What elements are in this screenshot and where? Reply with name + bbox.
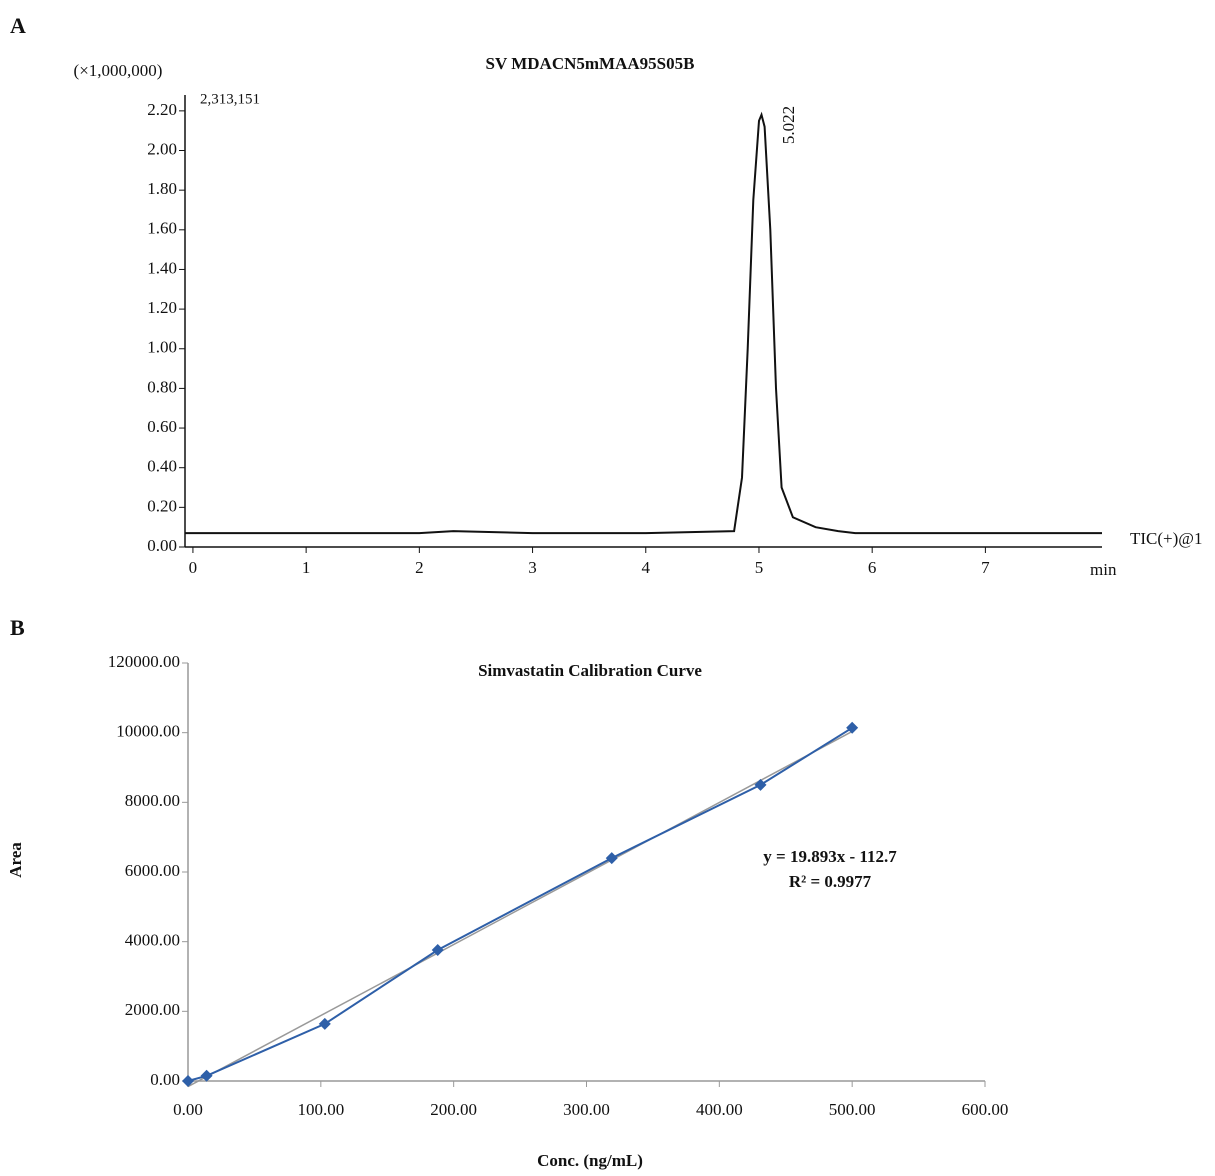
y-tick-label: 0.40 bbox=[147, 457, 177, 476]
y-tick-label: 2.20 bbox=[147, 100, 177, 119]
trace bbox=[185, 111, 1102, 535]
y-tick-label: 0.80 bbox=[147, 377, 177, 396]
x-tick-label: 400.00 bbox=[696, 1100, 743, 1119]
x-tick-label: 600.00 bbox=[962, 1100, 1009, 1119]
x-tick-label: 1 bbox=[302, 558, 311, 577]
y-tick-label: 1.80 bbox=[147, 179, 177, 198]
x-tick-label: 0.00 bbox=[173, 1100, 203, 1119]
chart-title: SV MDACN5mMAA95S05B bbox=[486, 54, 695, 73]
trace-label: TIC(+)@1 bbox=[1130, 529, 1202, 548]
y-tick-label: 2000.00 bbox=[125, 1000, 180, 1019]
x-tick-label: 300.00 bbox=[563, 1100, 610, 1119]
x-tick-label: 5 bbox=[755, 558, 764, 577]
point bbox=[754, 778, 767, 791]
r-squared: R² = 0.9977 bbox=[789, 872, 872, 891]
x-axis-label: min bbox=[1090, 560, 1117, 579]
y-tick-label: 0.60 bbox=[147, 417, 177, 436]
x-tick-label: 7 bbox=[981, 558, 990, 577]
point bbox=[846, 721, 859, 734]
x-tick-label: 200.00 bbox=[430, 1100, 477, 1119]
equation: y = 19.893x - 112.7 bbox=[763, 847, 897, 866]
annotation: 2,313,151 bbox=[200, 91, 260, 107]
x-tick-label: 6 bbox=[868, 558, 877, 577]
y-tick-label: 0.00 bbox=[147, 536, 177, 555]
x-axis-label: Conc. (ng/mL) bbox=[537, 1151, 643, 1170]
y-axis-label: Area bbox=[6, 842, 25, 878]
x-tick-label: 4 bbox=[642, 558, 651, 577]
y-tick-label: 1.00 bbox=[147, 338, 177, 357]
y-tick-label: 1.40 bbox=[147, 258, 177, 277]
y-tick-label: 1.60 bbox=[147, 219, 177, 238]
y-tick-label: 0.00 bbox=[150, 1070, 180, 1089]
peak-label: 5.022 bbox=[779, 106, 798, 144]
x-tick-label: 0 bbox=[189, 558, 198, 577]
y-tick-label: 8000.00 bbox=[125, 791, 180, 810]
y-tick-label: 1.20 bbox=[147, 298, 177, 317]
x-tick-label: 500.00 bbox=[829, 1100, 876, 1119]
x-tick-label: 3 bbox=[528, 558, 537, 577]
panel-label: A bbox=[10, 13, 26, 38]
y-tick-label: 10000.00 bbox=[116, 722, 180, 741]
y-tick-label: 120000.00 bbox=[108, 652, 180, 671]
point bbox=[605, 852, 618, 865]
trendline bbox=[187, 730, 853, 1088]
y-unit: (×1,000,000) bbox=[74, 61, 163, 80]
point bbox=[431, 944, 444, 957]
panel-label: B bbox=[10, 615, 25, 640]
y-tick-label: 6000.00 bbox=[125, 861, 180, 880]
point bbox=[318, 1017, 331, 1030]
x-tick-label: 2 bbox=[415, 558, 424, 577]
y-tick-label: 4000.00 bbox=[125, 931, 180, 950]
y-tick-label: 0.20 bbox=[147, 496, 177, 515]
series-line bbox=[187, 726, 853, 1082]
point bbox=[200, 1069, 213, 1082]
y-tick-label: 2.00 bbox=[147, 139, 177, 158]
chart-title: Simvastatin Calibration Curve bbox=[478, 661, 702, 680]
x-tick-label: 100.00 bbox=[297, 1100, 344, 1119]
point bbox=[182, 1075, 194, 1087]
